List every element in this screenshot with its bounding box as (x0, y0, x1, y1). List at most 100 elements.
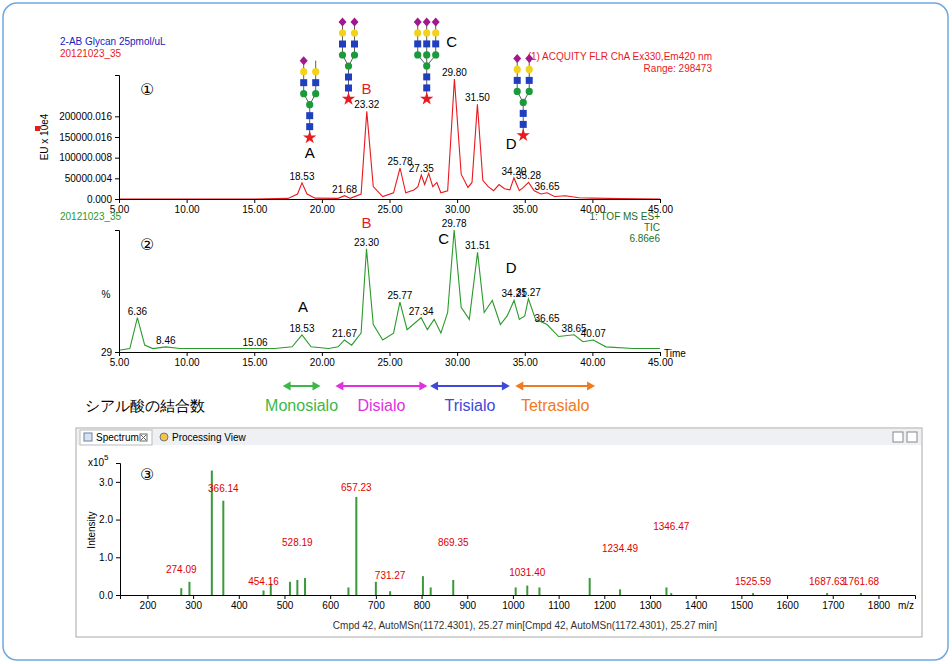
tick-mark (660, 352, 661, 356)
tick-label: 900 (459, 600, 476, 611)
bar (515, 587, 517, 595)
tick-mark (660, 199, 661, 203)
glycan-man (339, 51, 346, 58)
tick-label: 5.00 (110, 357, 130, 368)
x-axis: 5.0010.0015.0020.0025.0030.0035.0040.004… (110, 352, 674, 368)
glycan-man (520, 99, 527, 106)
tick: 10.00 (175, 199, 200, 215)
y-axis-title: Intensity (86, 511, 97, 548)
glycan-man (526, 88, 533, 95)
peak-label: 23.30 (354, 237, 379, 248)
bar (526, 586, 528, 595)
peak-label: 23.32 (354, 99, 379, 110)
tick-mark (115, 352, 119, 353)
tick: 500 (277, 595, 294, 611)
peak-label: 21.67 (332, 328, 357, 339)
glycan-man (300, 90, 307, 97)
y-multiplier-exponent: 5 (104, 453, 109, 462)
tick-mark (147, 595, 148, 599)
tick: 15.00 (242, 199, 267, 215)
tick: 1600 (776, 595, 799, 611)
tick-label: 20.00 (310, 357, 335, 368)
peak-label: 657.23 (341, 482, 372, 493)
panel-label: ③ (140, 466, 154, 483)
glycan-icon (339, 18, 359, 105)
range-arrow (433, 385, 507, 387)
glycan-neuac (423, 17, 431, 26)
glycan-gal (514, 66, 521, 73)
bar (422, 576, 424, 595)
peak-label: 528.19 (282, 537, 313, 548)
glycan-man (351, 51, 358, 58)
header-text: TIC (644, 222, 660, 233)
tab-icon (84, 433, 92, 441)
tick: 29 (101, 347, 119, 358)
tick-mark (187, 199, 188, 203)
glycan-glcnac (520, 121, 527, 128)
tick-label: 1500 (731, 600, 754, 611)
bar (355, 497, 357, 595)
tick-label: 1700 (822, 600, 845, 611)
header-text: 1: TOF MS ES+ (590, 211, 661, 222)
bar (289, 582, 291, 595)
glycan-glcnac (526, 77, 533, 84)
glycan-icon (513, 54, 533, 141)
plot-area (119, 230, 660, 350)
glycan-man (306, 101, 313, 108)
tick-label: 200 (140, 600, 157, 611)
tick-label: 30.00 (445, 357, 470, 368)
tick: 35.00 (513, 199, 538, 215)
figure: 5.00 10.00 15.00 20.00 25.00 30.00 35.00 40.00 4… (0, 0, 952, 664)
header-text: (1) ACQUITY FLR ChA Ex330,Em420 nm (528, 51, 712, 62)
glycan-gal (526, 66, 533, 73)
tick-mark (239, 595, 240, 599)
tick-mark (467, 595, 468, 599)
peak-label: 1761.68 (843, 576, 880, 587)
tick: 800 (414, 595, 431, 611)
tick-label: 15.00 (242, 204, 267, 215)
tick-mark (322, 199, 323, 203)
glycan-neuac (432, 17, 440, 26)
bar (304, 578, 306, 595)
bar (619, 589, 621, 595)
tick-mark (116, 520, 120, 521)
peak-label: 6.36 (128, 306, 148, 317)
header-text: 2-AB Glycan 25pmol/uL (60, 36, 166, 47)
tick-label: 0.0 (99, 590, 113, 601)
axis-line (116, 464, 121, 596)
tick-label: 2.0 (99, 514, 113, 525)
tick: 200 (140, 595, 157, 611)
peak-label: 454.16 (248, 576, 279, 587)
peak-label: 36.65 (535, 313, 560, 324)
tick: 25.00 (377, 352, 402, 368)
glycan-neuac (339, 18, 347, 27)
peak-label: 15.06 (243, 337, 268, 348)
tick-label: 600 (322, 600, 339, 611)
glycan-glcnac (306, 112, 313, 119)
tick: 900 (459, 595, 476, 611)
y-axis: 0.01.02.03.0 (99, 464, 120, 601)
tick-mark (254, 352, 255, 356)
tick-mark (116, 557, 120, 558)
tick-mark (322, 352, 323, 356)
tick-mark (115, 199, 119, 200)
glycan-neuac (414, 17, 422, 26)
peak-label: 869.35 (438, 537, 469, 548)
axis-line (120, 353, 661, 357)
tick-label: 1600 (776, 600, 799, 611)
header-text: 20121023_35 (60, 48, 122, 59)
tick: 100000.008 (59, 152, 119, 163)
arrow-head (587, 382, 595, 391)
panel (76, 428, 922, 637)
tab-label[interactable]: Spectrum (96, 432, 139, 443)
glycan-neuac (300, 56, 308, 65)
peak-label: 31.50 (465, 92, 490, 103)
tab-label[interactable]: Processing View (172, 432, 247, 443)
tick-mark (457, 199, 458, 203)
range-label: Tetrasialo (521, 397, 590, 414)
glycan-man (432, 51, 439, 58)
tick-mark (284, 595, 285, 599)
tick: 40.00 (580, 352, 605, 368)
bar (375, 582, 377, 595)
tick-label: 800 (414, 600, 431, 611)
